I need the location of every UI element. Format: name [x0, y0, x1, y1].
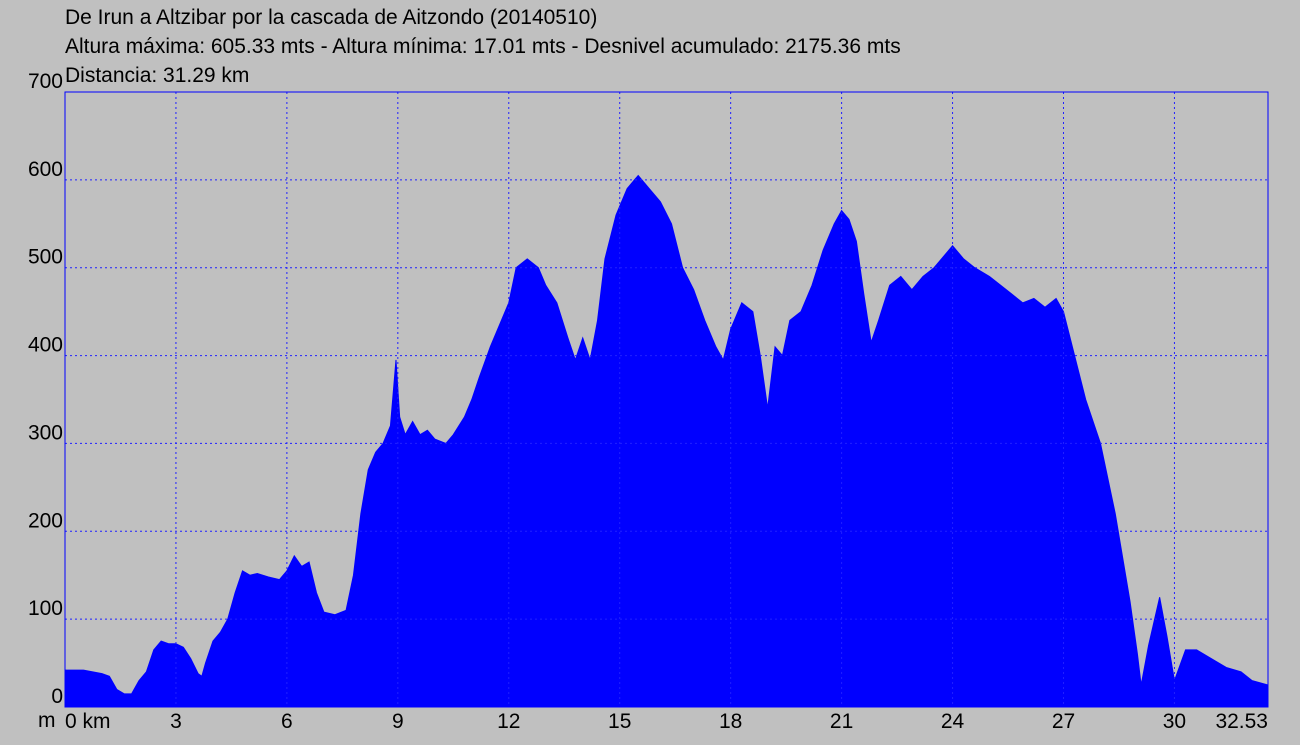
x-tick-label: 24: [941, 710, 965, 733]
y-tick-label: 700: [28, 70, 63, 93]
x-tick-label: 21: [830, 710, 853, 733]
y-tick-label: 600: [28, 158, 63, 181]
x-tick-label: 15: [608, 710, 631, 733]
chart-subtitle: Altura máxima: 605.33 mts - Altura mínim…: [65, 35, 901, 58]
x-tick-label: 18: [719, 710, 742, 733]
x-tick-label: 3: [170, 710, 182, 733]
x-tick-label: 27: [1052, 710, 1075, 733]
y-tick-label: 200: [28, 509, 63, 532]
chart-title: De Irun a Altzibar por la cascada de Ait…: [65, 6, 597, 29]
y-axis-label: m: [38, 709, 56, 732]
y-tick-label: 400: [28, 334, 63, 357]
x-tick-label: 12: [497, 710, 520, 733]
elevation-area: [64, 174, 1269, 708]
y-tick-label: 500: [28, 246, 63, 269]
x-tick-label: 30: [1163, 710, 1186, 733]
y-tick-label: 100: [28, 597, 63, 620]
x-tick-label: 6: [281, 710, 293, 733]
x-tick-label: 0 km: [65, 710, 111, 733]
y-tick-label: 300: [28, 421, 63, 444]
x-tick-label: 9: [392, 710, 404, 733]
plot-frame: [64, 91, 1269, 708]
x-tick-label: 32.53: [1215, 710, 1268, 733]
distance-note: Distancia: 31.29 km: [65, 64, 249, 87]
y-tick-label: 0: [51, 685, 63, 708]
